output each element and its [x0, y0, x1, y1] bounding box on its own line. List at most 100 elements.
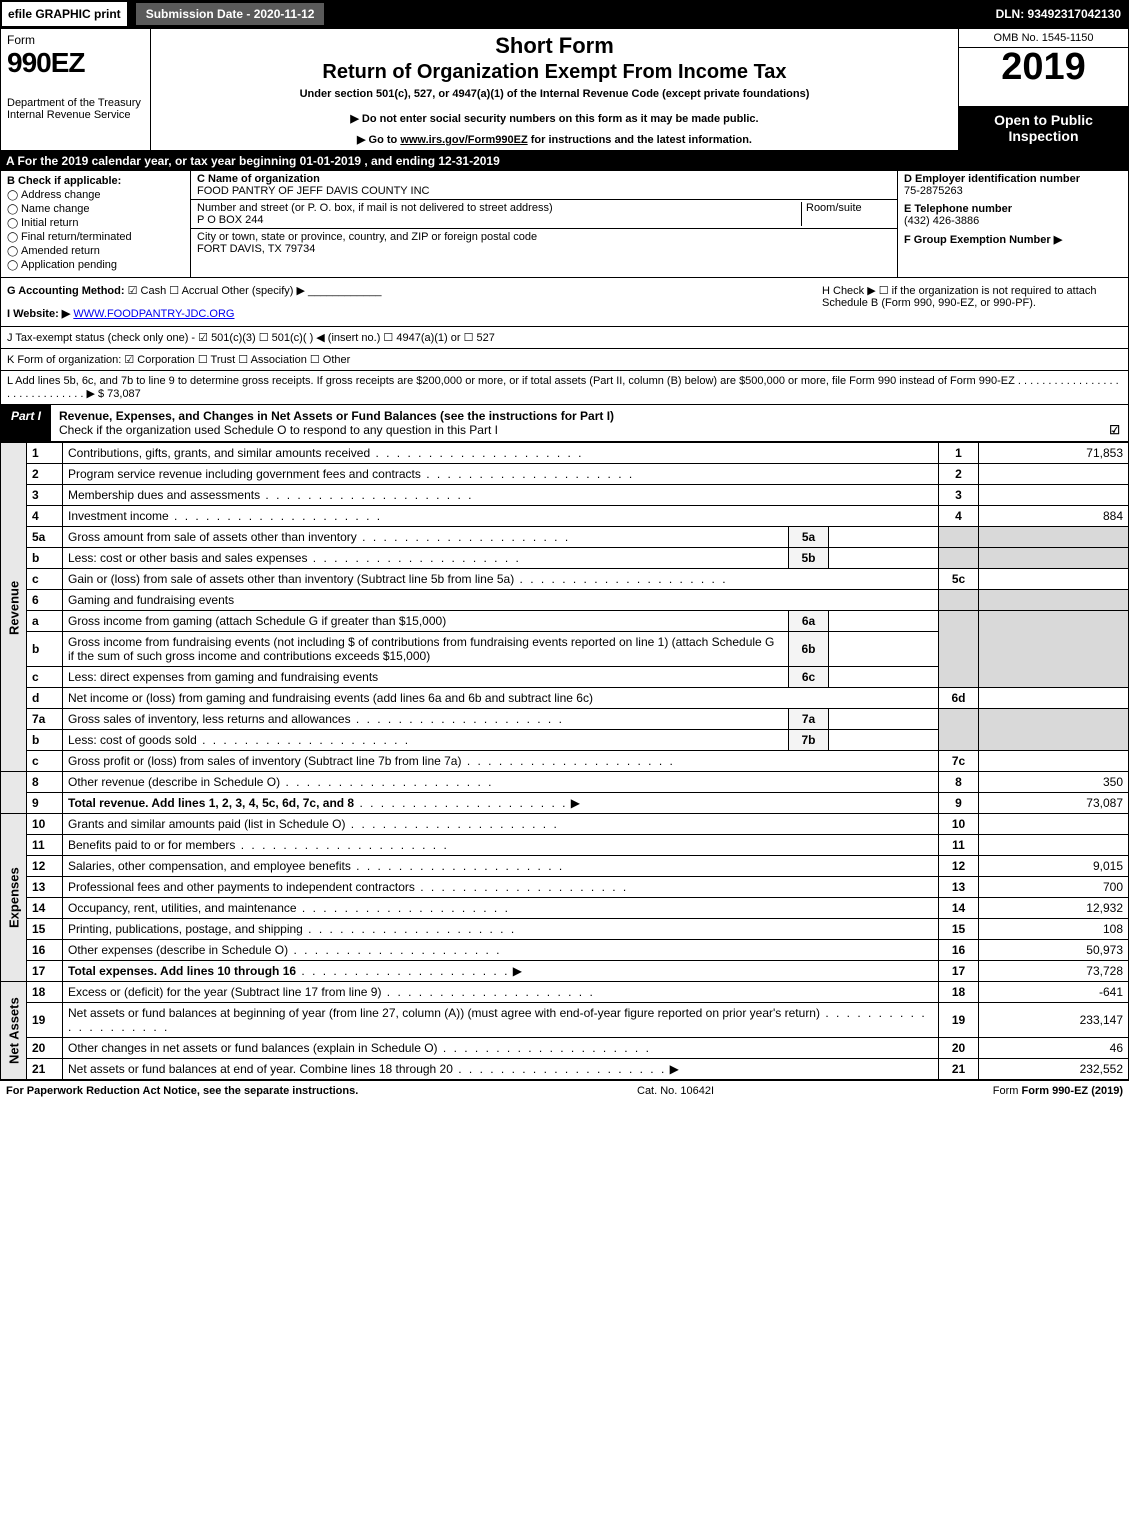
tel-value: (432) 426-3886 [904, 215, 979, 227]
line-8-desc: Other revenue (describe in Schedule O) [68, 775, 493, 789]
line-18-desc: Excess or (deficit) for the year (Subtra… [68, 985, 595, 999]
line-6a-desc: Gross income from gaming (attach Schedul… [63, 611, 789, 632]
department-label: Department of the Treasury [7, 97, 144, 109]
line-13-desc: Professional fees and other payments to … [68, 880, 628, 894]
line-5c-col: 5c [939, 569, 979, 590]
part-1-check-line: Check if the organization used Schedule … [59, 423, 498, 437]
line-13-amount: 700 [979, 877, 1129, 898]
line-3-amount [979, 485, 1129, 506]
line-5b-amt-shade [979, 548, 1129, 569]
line-6-col-shade [939, 590, 979, 611]
box-h: H Check ▶ ☐ if the organization is not r… [822, 284, 1122, 320]
line-18-col: 18 [939, 982, 979, 1003]
line-19-desc: Net assets or fund balances at beginning… [68, 1006, 927, 1034]
line-4-col: 4 [939, 506, 979, 527]
submission-date-badge: Submission Date - 2020-11-12 [135, 2, 326, 26]
line-3-num: 3 [27, 485, 63, 506]
line-14-amount: 12,932 [979, 898, 1129, 919]
line-21-desc: Net assets or fund balances at end of ye… [68, 1062, 666, 1076]
line-17-amount: 73,728 [979, 961, 1129, 982]
line-4-amount: 884 [979, 506, 1129, 527]
goto-link[interactable]: www.irs.gov/Form990EZ [400, 134, 527, 146]
website-link[interactable]: WWW.FOODPANTRY-JDC.ORG [73, 308, 234, 320]
line-17-num: 17 [27, 961, 63, 982]
line-20-col: 20 [939, 1038, 979, 1059]
line-2-col: 2 [939, 464, 979, 485]
form-number: 990EZ [7, 47, 144, 79]
org-name-label: C Name of organization [197, 173, 320, 185]
line-1-col: 1 [939, 443, 979, 464]
line-21-num: 21 [27, 1059, 63, 1080]
line-15-num: 15 [27, 919, 63, 940]
line-15-amount: 108 [979, 919, 1129, 940]
street-label: Number and street (or P. O. box, if mail… [197, 202, 553, 214]
chk-address-change[interactable]: Address change [7, 189, 184, 201]
line-7a-num: 7a [27, 709, 63, 730]
g-label: G Accounting Method: [7, 285, 125, 297]
line-6b-subval [829, 632, 939, 667]
line-13-num: 13 [27, 877, 63, 898]
line-12-amount: 9,015 [979, 856, 1129, 877]
line-6d-desc: Net income or (loss) from gaming and fun… [63, 688, 939, 709]
line-15-col: 15 [939, 919, 979, 940]
chk-name-change[interactable]: Name change [7, 203, 184, 215]
form-word: Form [7, 33, 144, 47]
chk-cash[interactable]: Cash [128, 285, 167, 297]
line-10-col: 10 [939, 814, 979, 835]
chk-final-return[interactable]: Final return/terminated [7, 231, 184, 243]
line-11-amount [979, 835, 1129, 856]
chk-amended-return[interactable]: Amended return [7, 245, 184, 257]
line-12-desc: Salaries, other compensation, and employ… [68, 859, 564, 873]
chk-other[interactable]: Other (specify) ▶ [221, 285, 305, 297]
line-7b-subval [829, 730, 939, 751]
dln-label: DLN: 93492317042130 [996, 7, 1129, 21]
line-16-num: 16 [27, 940, 63, 961]
line-12-col: 12 [939, 856, 979, 877]
line-7ab-col-shade [939, 709, 979, 751]
efile-label: efile GRAPHIC print [8, 7, 121, 21]
tax-period-bar: A For the 2019 calendar year, or tax yea… [0, 151, 1129, 171]
line-17-col: 17 [939, 961, 979, 982]
line-2-num: 2 [27, 464, 63, 485]
line-5a-subval [829, 527, 939, 548]
line-6b-sub: 6b [789, 632, 829, 667]
line-7c-num: c [27, 751, 63, 772]
line-5a-num: 5a [27, 527, 63, 548]
line-8-amount: 350 [979, 772, 1129, 793]
schedule-o-checkbox[interactable] [1105, 423, 1120, 437]
line-4-num: 4 [27, 506, 63, 527]
line-5a-col-shade [939, 527, 979, 548]
part-1-table: Revenue 1 Contributions, gifts, grants, … [0, 442, 1129, 1080]
chk-initial-return[interactable]: Initial return [7, 217, 184, 229]
website-row-inline: I Website: ▶ WWW.FOODPANTRY-JDC.ORG [7, 307, 822, 320]
line-1-amount: 71,853 [979, 443, 1129, 464]
accounting-method-row: G Accounting Method: Cash Accrual Other … [7, 284, 822, 297]
line-9-amount: 73,087 [979, 793, 1129, 814]
line-5b-num: b [27, 548, 63, 569]
efile-print-button[interactable]: efile GRAPHIC print [0, 0, 129, 28]
l-gross-receipts: L Add lines 5b, 6c, and 7b to line 9 to … [0, 371, 1129, 405]
chk-application-pending[interactable]: Application pending [7, 259, 184, 271]
line-19-amount: 233,147 [979, 1003, 1129, 1038]
page-footer: For Paperwork Reduction Act Notice, see … [0, 1080, 1129, 1101]
line-3-col: 3 [939, 485, 979, 506]
line-5b-sub: 5b [789, 548, 829, 569]
line-7a-desc: Gross sales of inventory, less returns a… [68, 712, 564, 726]
line-9-col: 9 [939, 793, 979, 814]
city-label: City or town, state or province, country… [197, 231, 537, 243]
footer-right-bold: Form 990-EZ (2019) [1022, 1085, 1123, 1097]
line-7c-col: 7c [939, 751, 979, 772]
line-7b-sub: 7b [789, 730, 829, 751]
goto-post: for instructions and the latest informat… [531, 134, 752, 146]
j-tax-exempt-status: J Tax-exempt status (check only one) - ☑… [0, 327, 1129, 349]
header-right: OMB No. 1545-1150 2019 Open to Public In… [958, 29, 1128, 150]
line-6abc-col-shade [939, 611, 979, 688]
line-7b-desc: Less: cost of goods sold [68, 733, 410, 747]
line-16-desc: Other expenses (describe in Schedule O) [68, 943, 501, 957]
org-name: FOOD PANTRY OF JEFF DAVIS COUNTY INC [197, 185, 429, 197]
line-14-desc: Occupancy, rent, utilities, and maintena… [68, 901, 510, 915]
chk-accrual[interactable]: Accrual [169, 285, 218, 297]
line-6-num: 6 [27, 590, 63, 611]
line-6d-amount [979, 688, 1129, 709]
line-11-col: 11 [939, 835, 979, 856]
